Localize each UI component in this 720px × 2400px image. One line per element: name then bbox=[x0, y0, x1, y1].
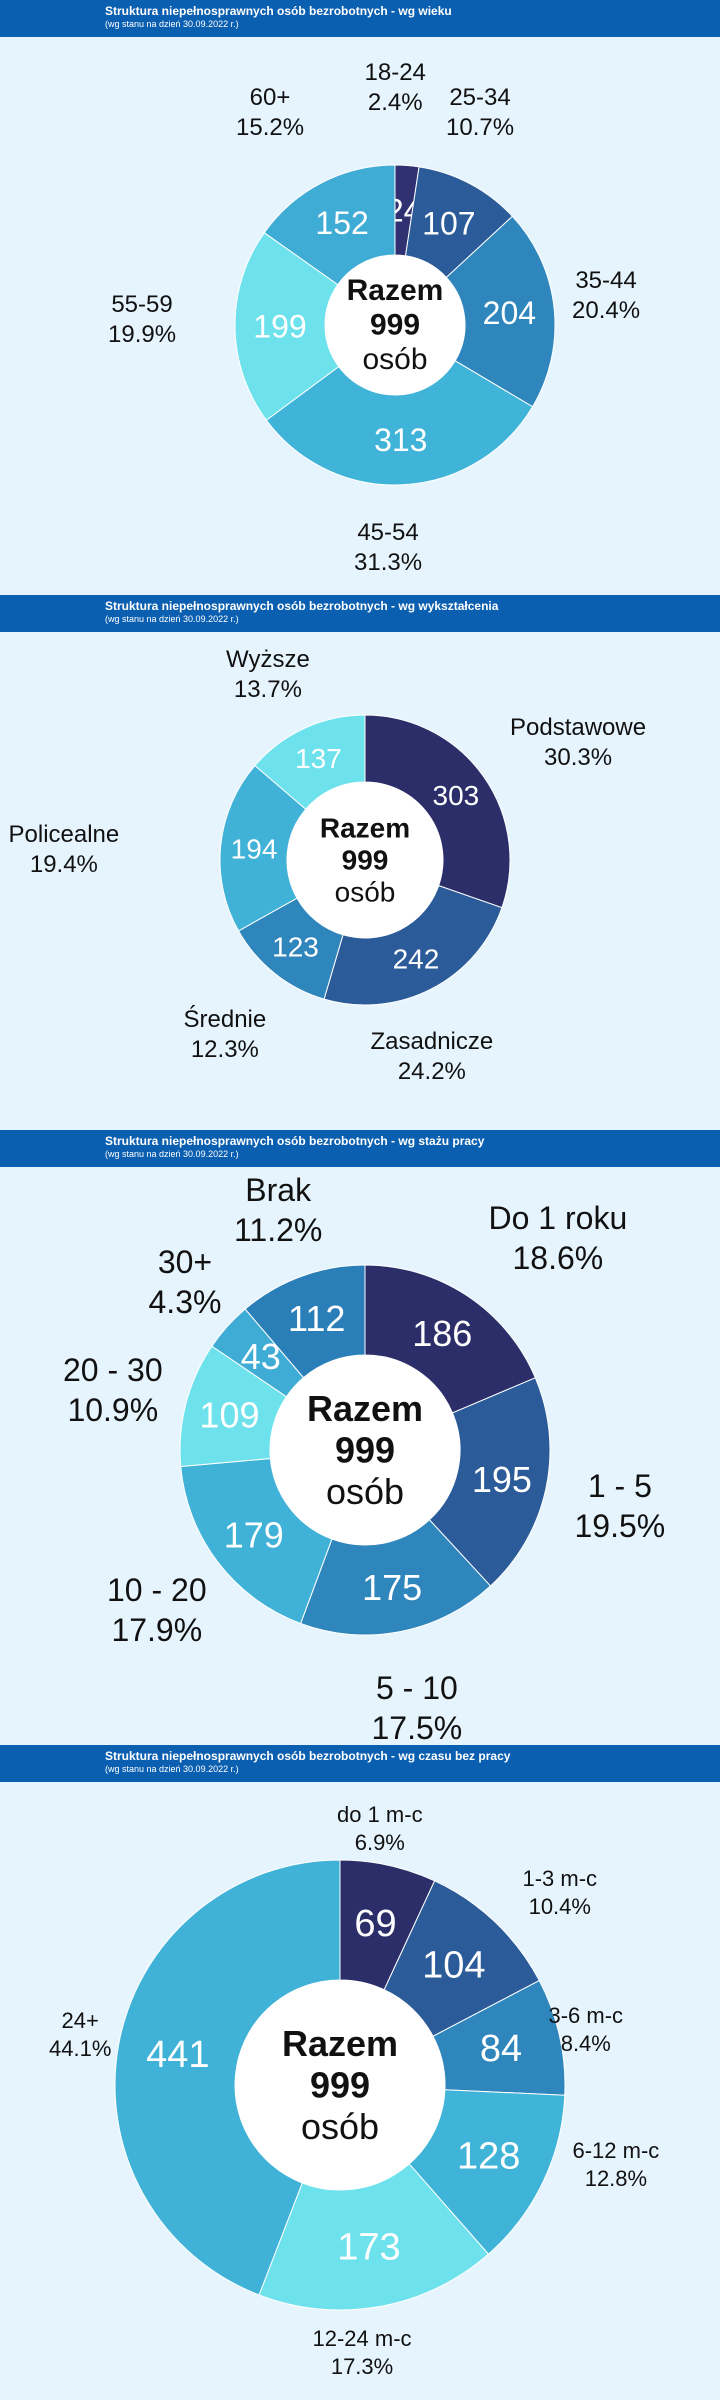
slice-value-label: 195 bbox=[472, 1459, 532, 1500]
slice-label-policealne: Policealne 19.4% bbox=[8, 821, 120, 878]
slice-value-label: 173 bbox=[337, 2226, 400, 2268]
donut-hole bbox=[325, 255, 465, 395]
slice-value-label: 107 bbox=[422, 205, 475, 241]
center-total: 999 bbox=[310, 2065, 370, 2106]
center-label-razem: Razem bbox=[307, 1388, 423, 1429]
slice-value-label: 104 bbox=[422, 1945, 485, 1987]
chart-header: Struktura niepełnosprawnych osób bezrobo… bbox=[0, 0, 720, 37]
slice-value-label: 137 bbox=[295, 743, 342, 774]
center-label-razem: Razem bbox=[282, 2023, 398, 2064]
slice-value-label: 112 bbox=[288, 1298, 345, 1339]
chart-title: Struktura niepełnosprawnych osób bezrobo… bbox=[105, 599, 499, 613]
slice-value-label: 109 bbox=[199, 1394, 259, 1435]
donut-hole bbox=[287, 782, 443, 938]
center-label-osob: osób bbox=[362, 343, 427, 376]
slice-label-srednie: Średnie 12.3% bbox=[183, 1006, 267, 1063]
slice-label-30-plus: 30+ 4.3% bbox=[148, 1244, 222, 1320]
slice-value-label: 152 bbox=[315, 205, 368, 241]
chart-title: Struktura niepełnosprawnych osób bezrobo… bbox=[105, 1134, 485, 1148]
slice-label-wyzsze: Wyższe 13.7% bbox=[226, 646, 310, 703]
slice-value-label: 69 bbox=[354, 1903, 396, 1945]
slice-label-1-3-m-c: 1-3 m-c 10.4% bbox=[522, 1866, 598, 1919]
slice-label-1-5: 1 - 5 19.5% bbox=[574, 1468, 666, 1544]
slice-value-label: 175 bbox=[362, 1567, 422, 1608]
slice-value-label: 313 bbox=[374, 422, 427, 458]
slice-label-6-12-m-c: 6-12 m-c 12.8% bbox=[572, 2138, 660, 2191]
center-label-razem: Razem bbox=[320, 812, 410, 843]
chart-subtitle: (wg stanu na dzień 30.09.2022 r.) bbox=[105, 19, 239, 29]
slice-value-label: 441 bbox=[146, 2034, 209, 2076]
slice-label-do-1-m-c: do 1 m-c 6.9% bbox=[337, 1802, 423, 1855]
slice-value-label: 242 bbox=[393, 944, 440, 975]
chart-subtitle: (wg stanu na dzień 30.09.2022 r.) bbox=[105, 1149, 239, 1159]
slice-label-24-plus: 24+ 44.1% bbox=[49, 2008, 112, 2061]
chart-subtitle: (wg stanu na dzień 30.09.2022 r.) bbox=[105, 1764, 239, 1774]
slice-value-label: 186 bbox=[412, 1313, 472, 1354]
slice-label-5-10: 5 - 10 17.5% bbox=[371, 1670, 463, 1746]
slice-value-label: 179 bbox=[224, 1515, 284, 1556]
slice-label-45-54: 45-54 31.3% bbox=[354, 519, 423, 576]
slice-value-label: 128 bbox=[457, 2135, 520, 2177]
slice-label-25-34: 25-34 10.7% bbox=[446, 84, 515, 141]
donut-hole bbox=[235, 1980, 445, 2190]
slice-label-12-24-m-c: 12-24 m-c 17.3% bbox=[312, 2326, 412, 2379]
donut-hole bbox=[270, 1355, 460, 1545]
chart-header: Struktura niepełnosprawnych osób bezrobo… bbox=[0, 1745, 720, 1782]
chart-subtitle: (wg stanu na dzień 30.09.2022 r.) bbox=[105, 614, 239, 624]
slice-label-zasadnicze: Zasadnicze 24.2% bbox=[370, 1028, 494, 1085]
slice-value-label: 303 bbox=[433, 780, 480, 811]
slice-value-label: 204 bbox=[483, 295, 536, 331]
slice-value-label: 123 bbox=[272, 932, 319, 963]
chart-panel-age: Struktura niepełnosprawnych osób bezrobo… bbox=[0, 0, 720, 595]
slice-label-podstawowe: Podstawowe 30.3% bbox=[510, 714, 647, 771]
chart-panel-unemployment-time: Struktura niepełnosprawnych osób bezrobo… bbox=[0, 1745, 720, 2400]
slice-value-label: 194 bbox=[231, 833, 278, 864]
slice-label-18-24: 18-24 2.4% bbox=[364, 59, 426, 116]
slice-label-35-44: 35-44 20.4% bbox=[572, 267, 641, 324]
slice-label-do-1-roku: Do 1 roku 18.6% bbox=[488, 1200, 628, 1276]
chart-header: Struktura niepełnosprawnych osób bezrobo… bbox=[0, 1130, 720, 1167]
slice-label-55-59: 55-59 19.9% bbox=[108, 291, 177, 348]
slice-value-label: 199 bbox=[253, 308, 306, 344]
center-label-osob: osób bbox=[326, 1471, 404, 1512]
center-label-razem: Razem bbox=[347, 274, 444, 307]
slice-label-60-plus: 60+ 15.2% bbox=[236, 84, 305, 141]
chart-title: Struktura niepełnosprawnych osób bezrobo… bbox=[105, 4, 452, 18]
chart-title: Struktura niepełnosprawnych osób bezrobo… bbox=[105, 1749, 511, 1763]
chart-panel-education: Struktura niepełnosprawnych osób bezrobo… bbox=[0, 595, 720, 1130]
slice-value-label: 84 bbox=[480, 2028, 522, 2070]
slice-label-10-20: 10 - 20 17.9% bbox=[107, 1572, 207, 1648]
center-label-osob: osób bbox=[301, 2106, 379, 2147]
center-total: 999 bbox=[370, 309, 420, 342]
chart-panel-seniority: Struktura niepełnosprawnych osób bezrobo… bbox=[0, 1130, 720, 1746]
slice-label-20-30: 20 - 30 10.9% bbox=[63, 1352, 163, 1428]
slice-label-3-6-m-c: 3-6 m-c 8.4% bbox=[548, 2003, 624, 2056]
chart-header: Struktura niepełnosprawnych osób bezrobo… bbox=[0, 595, 720, 632]
center-total: 999 bbox=[335, 1430, 395, 1471]
slice-label-brak: Brak 11.2% bbox=[234, 1172, 323, 1248]
center-label-osob: osób bbox=[335, 877, 396, 908]
center-total: 999 bbox=[342, 845, 389, 876]
